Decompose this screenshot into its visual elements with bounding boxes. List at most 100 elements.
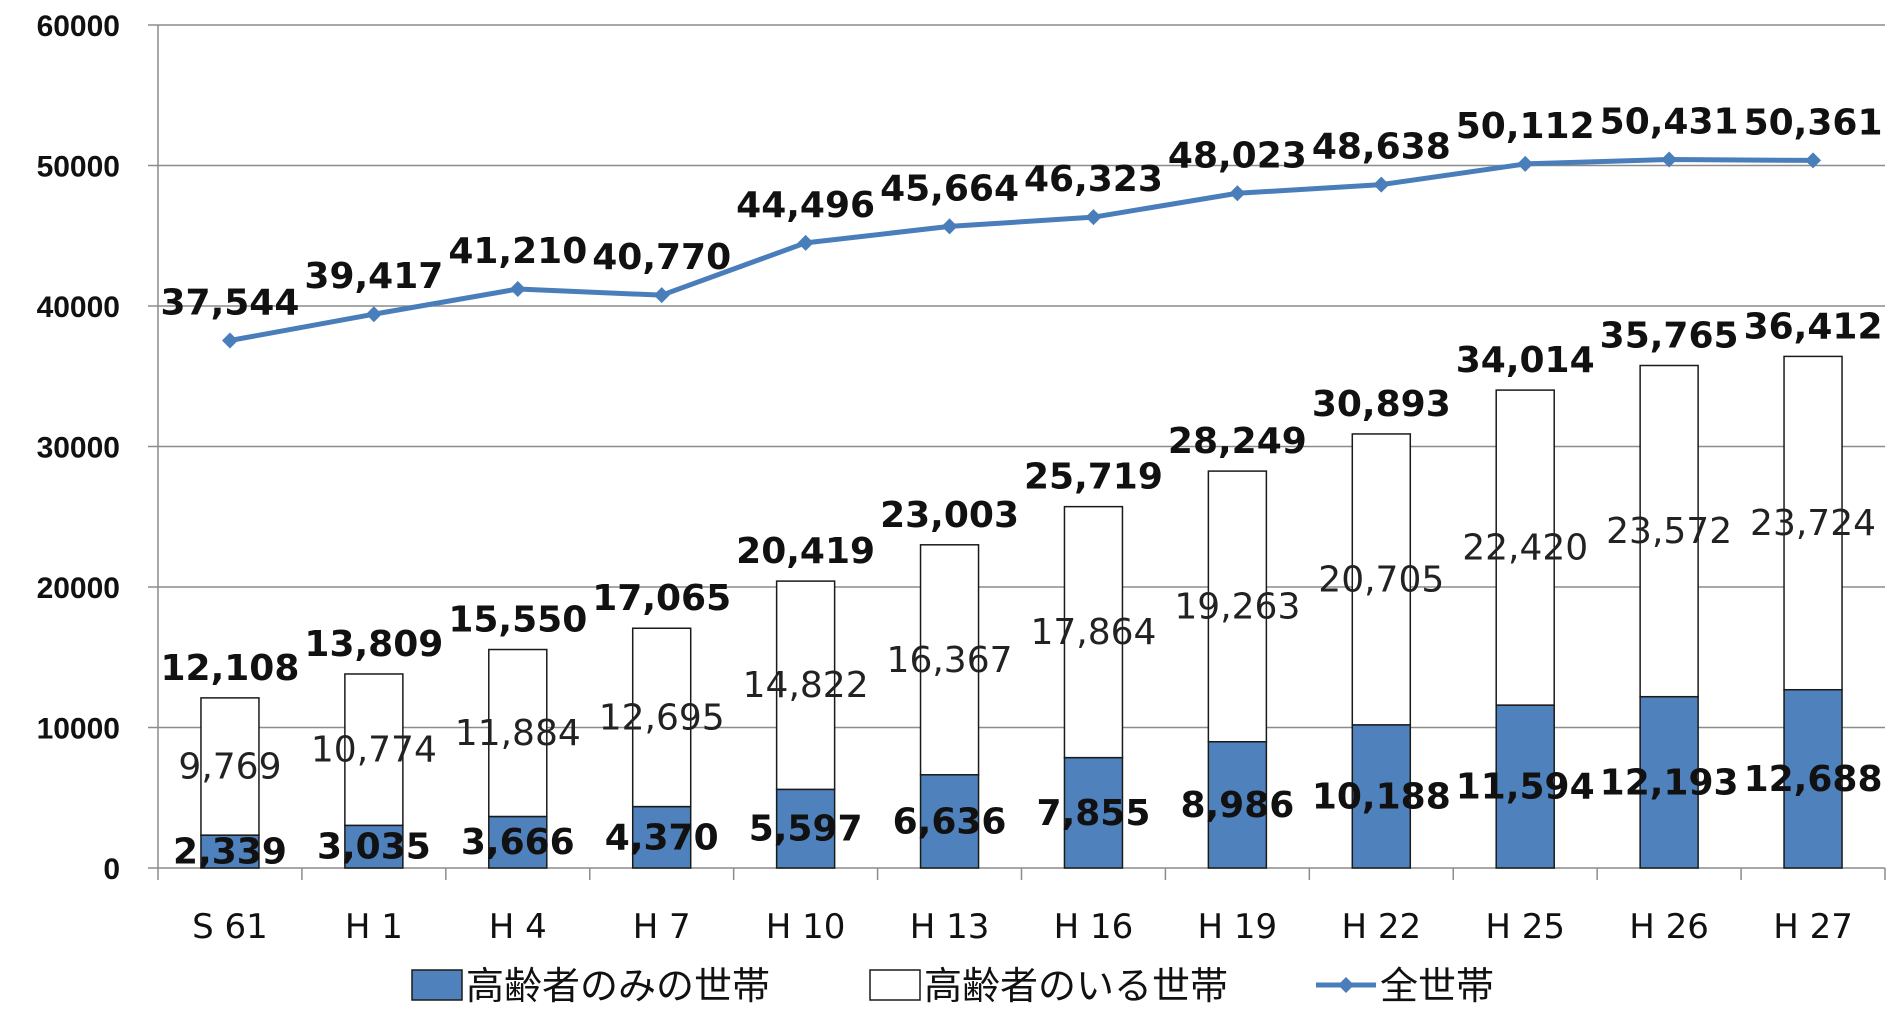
stack-total-label: 25,719 bbox=[1024, 457, 1163, 498]
bar-with-elderly bbox=[1207, 470, 1268, 743]
bar-segment-label: 23,724 bbox=[1750, 503, 1876, 544]
y-tick-label: 20000 bbox=[37, 572, 120, 605]
line-point-marker bbox=[941, 218, 958, 235]
legend: 高齢者のみの世帯 高齢者のいる世帯 全世帯 bbox=[411, 964, 1494, 1008]
bar-with-elderly bbox=[488, 648, 548, 818]
line-point-marker bbox=[653, 287, 670, 304]
bar-segment-label: 2,339 bbox=[173, 832, 287, 873]
stack-total-label: 34,014 bbox=[1456, 340, 1595, 381]
bar-segment-label: 12,695 bbox=[599, 697, 725, 738]
stack-total-label: 36,412 bbox=[1744, 306, 1883, 347]
x-tick-label: H 25 bbox=[1485, 907, 1565, 947]
bar-segment-label: 8,986 bbox=[1180, 785, 1294, 826]
bar-segment-label: 6,636 bbox=[893, 801, 1007, 842]
x-tick-label: H 7 bbox=[633, 907, 691, 947]
bar-segment-label: 12,193 bbox=[1600, 762, 1739, 803]
line-point-marker bbox=[509, 280, 526, 297]
bar-elderly-only bbox=[1783, 688, 1843, 869]
bar-segment-label: 3,035 bbox=[317, 827, 431, 868]
line-series bbox=[221, 151, 1822, 349]
stack-total-label: 28,249 bbox=[1168, 421, 1307, 462]
bar-segment-label: 11,594 bbox=[1456, 767, 1595, 808]
y-tick-label: 0 bbox=[103, 853, 120, 886]
line-point-marker bbox=[221, 332, 238, 349]
bar-segment-label: 10,188 bbox=[1312, 776, 1451, 817]
bar-segment-label: 7,855 bbox=[1037, 793, 1151, 834]
bar-segment-label: 11,884 bbox=[455, 713, 581, 754]
legend-swatch-with-elderly bbox=[869, 969, 921, 1001]
bar-segment-label: 17,864 bbox=[1030, 612, 1156, 653]
bar-segment-label: 14,822 bbox=[743, 665, 869, 706]
line-data-label: 40,770 bbox=[592, 237, 731, 278]
legend-label: 高齢者のみの世帯 bbox=[466, 964, 770, 1008]
bar-with-elderly bbox=[775, 580, 836, 791]
stack-total-label: 12,108 bbox=[160, 648, 299, 689]
bar-with-elderly bbox=[1639, 364, 1699, 698]
line-data-label: 44,496 bbox=[736, 185, 875, 226]
bar-with-elderly bbox=[1063, 505, 1124, 759]
x-tick-label: H 27 bbox=[1773, 907, 1853, 947]
stack-total-label: 15,550 bbox=[448, 600, 587, 641]
x-tick-label: H 10 bbox=[766, 907, 846, 947]
bar-segment-label: 9,769 bbox=[178, 747, 281, 788]
line-data-label: 37,544 bbox=[160, 283, 299, 324]
line-point-marker bbox=[1661, 151, 1678, 168]
legend-swatch-elderly-only bbox=[411, 969, 463, 1001]
line-data-label: 41,210 bbox=[448, 231, 587, 272]
bar-segment-label: 12,688 bbox=[1744, 759, 1883, 800]
x-tick-label: H 26 bbox=[1629, 907, 1709, 947]
bar-segment-label: 5,597 bbox=[749, 809, 863, 850]
bar-elderly-only bbox=[919, 774, 980, 869]
stack-total-label: 13,809 bbox=[304, 624, 443, 665]
y-tick-label: 50000 bbox=[37, 151, 120, 184]
bar-segment-label: 23,572 bbox=[1606, 511, 1732, 552]
data-labels: 37,544 12,108 9,769 2,339 39,417 13,809 10,774… bbox=[160, 101, 1882, 872]
stack-total-label: 35,765 bbox=[1600, 316, 1739, 357]
bar-with-elderly bbox=[631, 627, 692, 808]
x-tick-label: S 61 bbox=[192, 907, 268, 947]
line-data-label: 50,431 bbox=[1600, 101, 1739, 142]
line-data-label: 48,638 bbox=[1312, 127, 1451, 168]
line-data-label: 50,361 bbox=[1744, 102, 1883, 143]
stack-total-label: 17,065 bbox=[592, 578, 731, 619]
stack-total-label: 23,003 bbox=[880, 495, 1019, 536]
line-point-marker bbox=[1229, 185, 1246, 202]
line-point-marker bbox=[1805, 152, 1822, 169]
bar-segment-label: 10,774 bbox=[311, 730, 437, 771]
line-point-marker bbox=[1373, 176, 1390, 193]
line-point-marker bbox=[797, 234, 814, 251]
bar-elderly-only bbox=[1351, 724, 1412, 869]
bar-elderly-only bbox=[1063, 756, 1124, 869]
gridlines bbox=[158, 24, 1885, 729]
stack-total-label: 20,419 bbox=[736, 531, 875, 572]
bar-segment-label: 3,666 bbox=[461, 822, 575, 863]
axes: 0 10000 20000 30000 40000 50000 60000 S 61 H 1 H … bbox=[37, 10, 1886, 947]
bar-with-elderly bbox=[1351, 433, 1412, 726]
y-tick-label: 10000 bbox=[37, 713, 120, 746]
bar-with-elderly bbox=[919, 544, 980, 776]
bar-segment-label: 20,705 bbox=[1318, 559, 1444, 600]
x-tick-label: H 13 bbox=[910, 907, 990, 947]
y-tick-label: 60000 bbox=[37, 10, 120, 43]
y-tick-label: 30000 bbox=[37, 432, 120, 465]
bar-segment-label: 16,367 bbox=[887, 640, 1013, 681]
x-tick-label: H 4 bbox=[489, 907, 547, 947]
line-data-label: 46,323 bbox=[1024, 159, 1163, 200]
bar-elderly-only bbox=[775, 788, 836, 869]
bar-elderly-only bbox=[1495, 704, 1555, 869]
line-data-label: 48,023 bbox=[1168, 135, 1307, 176]
line-data-label: 45,664 bbox=[880, 168, 1019, 209]
line-point-marker bbox=[1085, 209, 1102, 226]
legend-marker bbox=[1338, 977, 1354, 993]
bar-segment-label: 4,370 bbox=[605, 817, 719, 858]
line-point-marker bbox=[365, 306, 382, 323]
x-tick-label: H 19 bbox=[1198, 907, 1278, 947]
bar-with-elderly bbox=[1495, 389, 1555, 706]
bar-with-elderly bbox=[1783, 355, 1843, 691]
x-tick-label: H 16 bbox=[1054, 907, 1134, 947]
x-tick-label: H 1 bbox=[345, 907, 403, 947]
bar-elderly-only bbox=[1207, 740, 1268, 869]
line-data-label: 39,417 bbox=[304, 256, 443, 297]
